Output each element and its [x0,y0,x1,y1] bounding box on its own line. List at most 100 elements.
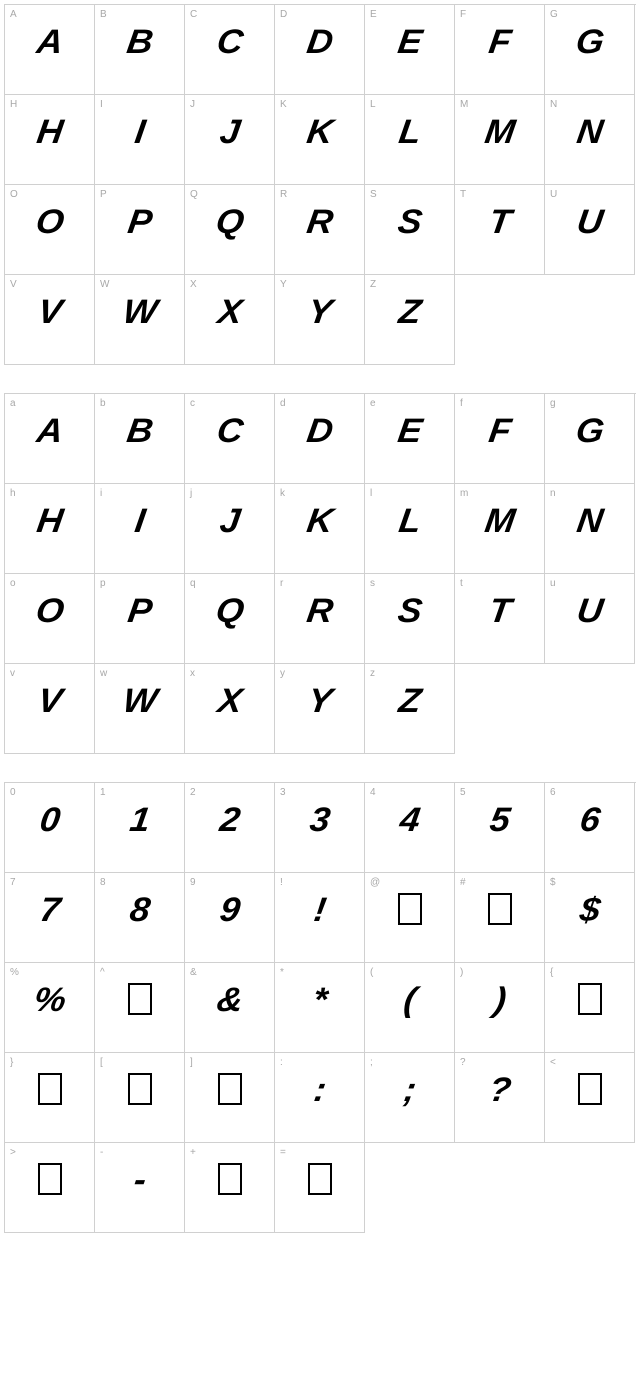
key-label: [ [100,1057,103,1068]
glyph: R [270,592,369,631]
glyph: I [90,502,189,541]
key-label: l [370,488,372,499]
glyph-cell: + [185,1143,275,1233]
glyph: F [450,412,549,451]
key-label: ! [280,877,283,888]
key-label: V [10,279,17,290]
glyph-cell: FF [455,5,545,95]
key-label: C [190,9,197,20]
glyph: ; [360,1071,459,1110]
key-label: B [100,9,107,20]
glyph: O [0,203,99,242]
glyph-cell: pP [95,574,185,664]
key-label: Z [370,279,376,290]
key-label: c [190,398,195,409]
glyph-cell [545,275,635,365]
glyph-cell: dD [275,394,365,484]
glyph: L [360,113,459,152]
glyph: L [360,502,459,541]
glyph: ! [270,891,369,930]
glyph-cell: < [545,1053,635,1143]
glyph: Y [270,293,369,332]
key-label: ^ [100,967,105,978]
key-label: * [280,967,284,978]
key-label: x [190,668,195,679]
key-label: y [280,668,285,679]
key-label: O [10,189,18,200]
missing-glyph-icon [308,1163,332,1195]
glyph: T [450,592,549,631]
glyph-cell: 77 [5,873,95,963]
glyph-cell: YY [275,275,365,365]
key-label: m [460,488,468,499]
glyph: X [180,682,279,721]
key-label: 0 [10,787,16,798]
key-label: ; [370,1057,373,1068]
glyph-grid: 00112233445566778899!!@#$$%%^&&**(()){}[… [4,782,636,1233]
glyph: M [450,502,549,541]
glyph: K [270,502,369,541]
key-label: w [100,668,107,679]
glyph-cell: vV [5,664,95,754]
missing-glyph-icon [38,1163,62,1195]
glyph-cell: bB [95,394,185,484]
key-label: P [100,189,107,200]
glyph: 4 [360,801,459,840]
key-label: o [10,578,16,589]
key-label: a [10,398,16,409]
glyph-cell: OO [5,185,95,275]
glyph-cell: ;; [365,1053,455,1143]
glyph: Q [180,203,279,242]
glyph-cell: 11 [95,783,185,873]
glyph-cell [455,275,545,365]
key-label: K [280,99,287,110]
glyph-cell: qQ [185,574,275,664]
glyph-cell: -- [95,1143,185,1233]
key-label: 2 [190,787,196,798]
glyph-cell: hH [5,484,95,574]
glyph-cell: aA [5,394,95,484]
key-label: % [10,967,19,978]
section-uppercase: AABBCCDDEEFFGGHHIIJJKKLLMMNNOOPPQQRRSSTT… [4,4,636,365]
key-label: q [190,578,196,589]
glyph-cell: VV [5,275,95,365]
glyph: 7 [0,891,99,930]
glyph: J [180,502,279,541]
glyph-cell: eE [365,394,455,484]
glyph: W [90,682,189,721]
glyph: G [540,23,639,62]
glyph-cell: 99 [185,873,275,963]
glyph: C [180,412,279,451]
glyph-cell: 66 [545,783,635,873]
glyph-cell: 22 [185,783,275,873]
glyph-cell: iI [95,484,185,574]
glyph-cell: :: [275,1053,365,1143]
glyph-cell: { [545,963,635,1053]
glyph-cell: PP [95,185,185,275]
missing-glyph-icon [578,983,602,1015]
key-label: @ [370,877,380,888]
glyph: & [180,981,279,1020]
key-label: F [460,9,466,20]
glyph: * [270,981,369,1020]
glyph: C [180,23,279,62]
missing-glyph-icon [488,893,512,925]
key-label: f [460,398,463,409]
glyph-cell: lL [365,484,455,574]
glyph: Z [360,682,459,721]
key-label: = [280,1147,286,1158]
key-label: T [460,189,466,200]
glyph: : [270,1071,369,1110]
glyph-cell: DD [275,5,365,95]
glyph: V [0,293,99,332]
glyph-cell: HH [5,95,95,185]
glyph-cell: oO [5,574,95,664]
glyph: A [0,23,99,62]
missing-glyph-icon [578,1073,602,1105]
glyph-cell: KK [275,95,365,185]
glyph-cell: UU [545,185,635,275]
key-label: i [100,488,102,499]
key-label: 3 [280,787,286,798]
glyph: Q [180,592,279,631]
glyph-cell: II [95,95,185,185]
